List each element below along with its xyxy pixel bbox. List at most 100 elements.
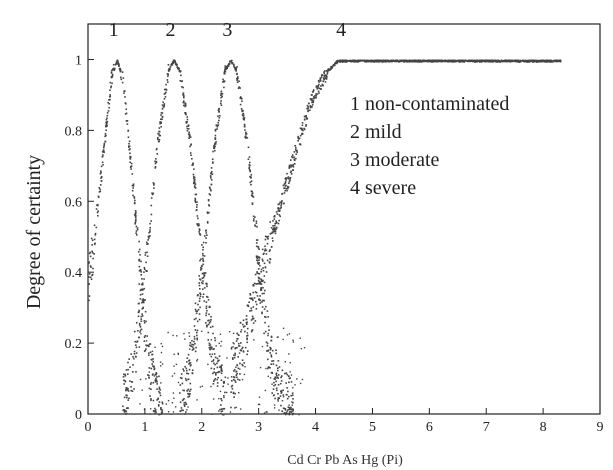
data-point <box>110 85 113 88</box>
y-tick-label: 0.4 <box>65 266 83 281</box>
data-point <box>193 340 195 343</box>
data-point <box>89 276 92 279</box>
data-point <box>268 329 270 332</box>
data-point <box>210 385 212 388</box>
data-point <box>273 381 275 384</box>
data-point <box>202 248 204 251</box>
data-point <box>438 59 440 62</box>
data-point <box>220 340 223 343</box>
data-point <box>139 324 141 326</box>
data-point <box>242 326 245 328</box>
data-point <box>125 108 128 111</box>
data-point <box>263 262 266 265</box>
data-point <box>316 86 319 88</box>
legend-entry: 4 severe <box>350 177 416 199</box>
data-point <box>279 201 281 204</box>
data-point <box>181 382 184 385</box>
data-point <box>275 352 277 355</box>
data-point <box>171 62 173 65</box>
data-point <box>125 120 128 122</box>
data-point <box>138 302 140 305</box>
data-point <box>145 378 147 380</box>
data-point <box>245 323 248 325</box>
data-point <box>395 59 397 62</box>
data-point <box>219 365 222 368</box>
y-tick-label: 0.6 <box>65 195 83 210</box>
data-point <box>239 349 242 351</box>
data-point <box>195 312 198 315</box>
data-point <box>89 265 92 267</box>
data-point <box>259 366 262 369</box>
data-point <box>244 129 246 131</box>
data-point <box>187 128 190 130</box>
data-point <box>199 278 201 280</box>
data-point <box>153 187 155 189</box>
data-point <box>292 169 294 172</box>
data-point <box>282 407 285 409</box>
data-point <box>263 299 265 302</box>
data-point <box>223 72 226 75</box>
data-point <box>470 59 472 62</box>
data-point <box>106 120 109 123</box>
data-point <box>148 345 150 348</box>
data-point <box>247 158 250 161</box>
data-point <box>189 348 191 350</box>
data-point <box>269 367 271 369</box>
data-point <box>280 376 282 379</box>
data-point <box>208 204 210 206</box>
data-point <box>265 305 267 308</box>
data-point <box>527 59 530 62</box>
data-point <box>251 192 254 195</box>
data-point <box>290 381 293 383</box>
data-point <box>182 104 185 107</box>
data-point <box>142 299 145 302</box>
data-point <box>196 338 198 341</box>
data-point <box>286 177 288 179</box>
data-point <box>207 323 210 326</box>
data-point <box>280 380 283 382</box>
data-point <box>252 306 255 308</box>
data-point <box>278 214 281 216</box>
data-point <box>117 63 120 66</box>
data-point <box>205 241 207 244</box>
data-point <box>271 392 273 394</box>
data-point <box>311 98 313 100</box>
data-point <box>172 334 174 337</box>
data-point <box>165 89 168 91</box>
data-point <box>154 407 156 410</box>
data-point <box>252 215 255 218</box>
data-point <box>235 374 238 376</box>
data-point <box>100 176 103 178</box>
data-point <box>190 154 192 156</box>
data-point <box>223 380 225 383</box>
data-point <box>93 238 96 241</box>
data-point <box>124 96 126 98</box>
data-point <box>277 383 280 386</box>
data-point <box>105 122 108 125</box>
data-point <box>121 81 124 84</box>
data-point <box>260 287 262 290</box>
data-point <box>509 60 511 62</box>
data-point <box>133 330 136 333</box>
data-point <box>500 59 503 62</box>
data-point <box>212 348 214 351</box>
data-point <box>305 114 308 117</box>
data-point <box>217 115 219 117</box>
data-point <box>346 59 348 62</box>
data-point <box>232 346 234 348</box>
data-point <box>365 60 368 63</box>
data-point <box>129 380 131 382</box>
data-point <box>323 78 326 81</box>
data-point <box>224 68 227 71</box>
data-point <box>140 320 143 323</box>
data-point <box>235 340 238 342</box>
data-point <box>113 68 116 70</box>
data-point <box>267 316 269 318</box>
data-point <box>291 413 294 416</box>
data-point <box>195 209 198 212</box>
data-point <box>149 230 151 233</box>
data-point <box>150 197 153 199</box>
data-point <box>196 337 198 340</box>
data-point <box>193 175 195 178</box>
data-point <box>284 409 287 411</box>
